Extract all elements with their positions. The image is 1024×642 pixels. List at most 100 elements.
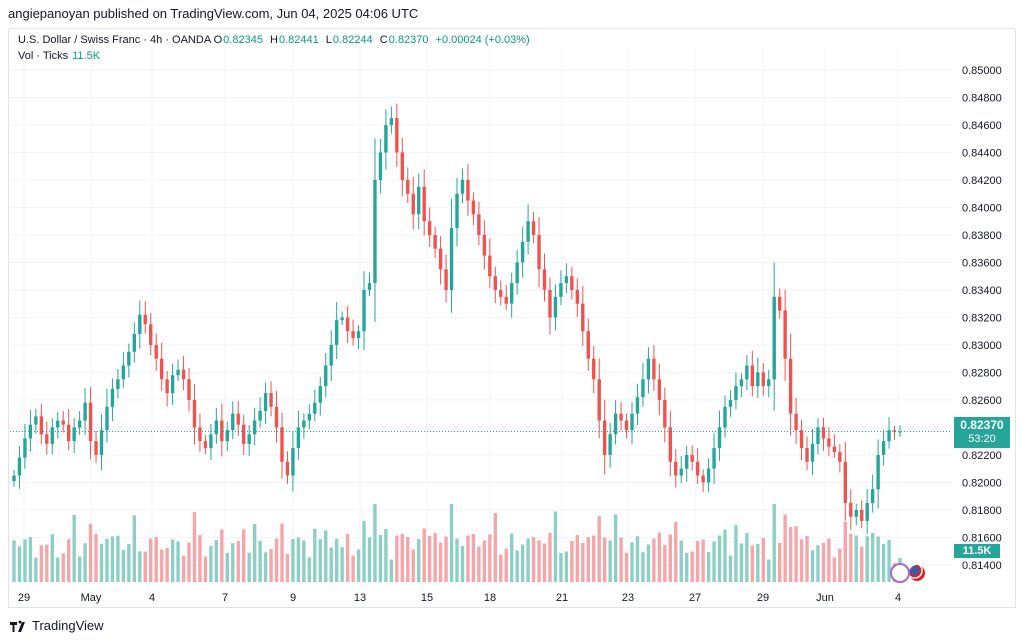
volume-bar — [94, 534, 98, 582]
candle-body — [799, 430, 804, 449]
candle-body — [252, 420, 257, 435]
candle-body — [652, 358, 656, 380]
volume-bar — [777, 543, 782, 582]
candle-body — [548, 289, 552, 318]
candle-body — [657, 379, 662, 400]
volume-legend: Vol · Ticks 11.5K — [18, 50, 100, 62]
y-tick-label: 0.84400 — [962, 147, 1002, 159]
candle-body — [433, 234, 437, 249]
candle-body — [291, 448, 295, 476]
volume-bar — [559, 553, 563, 582]
candle-body — [794, 413, 798, 431]
volume-bar — [367, 537, 372, 582]
volume-bar — [783, 514, 787, 582]
volume-bar — [810, 550, 815, 582]
volume-bar — [570, 541, 574, 582]
x-tick-label: 13 — [354, 592, 366, 604]
volume-bar — [712, 541, 716, 582]
y-tick-label: 0.82000 — [962, 477, 1002, 489]
candle-body — [72, 427, 76, 442]
candle-body — [307, 413, 312, 421]
x-tick-label: 15 — [421, 592, 433, 604]
candle-body — [838, 452, 842, 462]
candle-body — [865, 503, 869, 521]
candle-body — [592, 358, 596, 380]
candle-body — [581, 303, 585, 332]
volume-bar — [417, 539, 421, 582]
volume-bar — [641, 552, 645, 582]
candle-body — [269, 393, 273, 407]
volume-bar — [794, 526, 798, 582]
candle-body — [367, 283, 372, 290]
y-tick-label: 0.83000 — [962, 340, 1002, 352]
volume-bar — [499, 554, 503, 582]
candle-body — [777, 296, 782, 311]
candle-body — [395, 118, 399, 153]
footer-brand: TradingView — [32, 618, 104, 633]
candle-body — [821, 427, 826, 439]
volume-bar — [176, 541, 180, 582]
volume-bar — [56, 557, 60, 582]
candle-body — [351, 331, 355, 339]
volume-bar — [739, 543, 744, 582]
candle-body — [504, 296, 508, 304]
volume-bar — [88, 523, 93, 582]
x-tick-label: 29 — [757, 592, 769, 604]
candle-body — [318, 386, 322, 403]
candle-body — [542, 269, 547, 290]
volume-bar — [750, 545, 755, 582]
candle-body — [663, 399, 667, 428]
candle-body — [132, 333, 137, 352]
volume-bar — [652, 538, 656, 582]
volume-bar — [788, 527, 793, 582]
candle-body — [668, 427, 672, 462]
candle-body — [220, 420, 224, 442]
candle-body — [236, 413, 240, 425]
volume-bar — [701, 539, 705, 582]
volume-bar — [236, 540, 240, 582]
volume-bar — [526, 538, 530, 582]
volume-bar — [504, 548, 508, 582]
volume-bar — [83, 543, 87, 582]
volume-bar — [827, 538, 831, 582]
volume-bar — [307, 557, 312, 582]
volume-bar — [493, 513, 497, 582]
volume-bar — [728, 555, 733, 582]
volume-bar — [159, 549, 164, 582]
candle-body — [176, 369, 180, 376]
volume-bar — [657, 532, 662, 582]
volume-bar — [154, 537, 158, 582]
y-tick-label: 0.83200 — [962, 312, 1002, 324]
volume-bar — [334, 538, 339, 582]
candle-body — [39, 416, 44, 435]
volume-bar — [575, 535, 580, 582]
candle-body — [564, 276, 569, 284]
candle-body — [17, 457, 22, 476]
volume-bar — [520, 544, 525, 582]
volume-value: 11.5K — [72, 50, 101, 62]
y-tick-label: 0.85000 — [962, 65, 1002, 77]
candle-body — [756, 372, 760, 387]
candle-body — [83, 402, 87, 421]
candle-body — [860, 509, 864, 521]
candle-body — [870, 489, 875, 504]
volume-bar — [608, 540, 612, 582]
volume-bar — [231, 543, 235, 582]
volume-bar — [302, 540, 306, 582]
candle-body — [181, 369, 186, 380]
volume-bar — [23, 539, 27, 582]
volume-bar — [291, 539, 295, 582]
high-value: 0.82441 — [278, 34, 319, 46]
volume-bar — [805, 536, 809, 582]
candle-body — [170, 375, 175, 394]
volume-bar — [455, 538, 459, 582]
event-icon — [890, 563, 910, 583]
volume-bar — [553, 511, 558, 582]
candle-body — [384, 124, 388, 153]
volume-bar — [384, 529, 388, 582]
candle-body — [105, 406, 109, 431]
volume-bar — [444, 536, 448, 582]
volume-bar — [263, 552, 268, 582]
volume-bar — [116, 535, 120, 582]
